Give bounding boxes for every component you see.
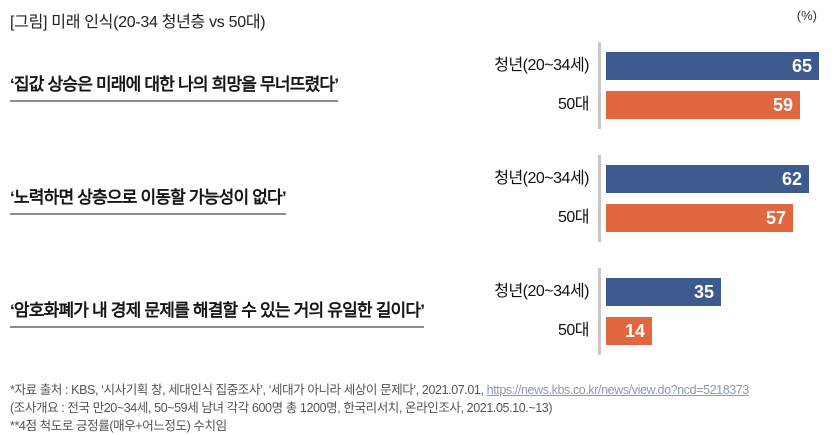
bar-group-crypto: ‘암호화폐가 내 경제 문제를 해결할 수 있는 거의 유일한 길이다’ 청년(…	[10, 268, 821, 355]
category-label-fifties: 50대	[557, 322, 590, 339]
category-label-fifties: 50대	[557, 96, 590, 113]
source-text: *자료 출처 : KBS, ‘시사기획 창, 세대인식 집중조사’, ‘세대가 …	[10, 383, 487, 397]
bar-value: 35	[693, 281, 714, 302]
bar-value: 65	[791, 55, 812, 76]
bar-group-housing: ‘집값 상승은 미래에 대한 나의 희망을 무너뜨렸다’ 청년(20~34세) …	[10, 42, 821, 129]
source-footer: *자료 출처 : KBS, ‘시사기획 창, 세대인식 집중조사’, ‘세대가 …	[10, 381, 821, 435]
category-label-youth: 청년(20~34세)	[494, 283, 589, 300]
chart-title: [그림] 미래 인식(20-34 청년층 vs 50대)	[10, 14, 266, 31]
bar-youth: 65	[606, 52, 819, 80]
source-line-3: **4점 척도로 긍정률(매우+어느정도) 수치임	[10, 419, 227, 433]
chart-header: [그림] 미래 인식(20-34 청년층 vs 50대) (%)	[10, 8, 821, 32]
source-line-2: (조사개요 : 전국 만20~34세, 50~59세 남녀 각각 600명 총 …	[10, 401, 553, 415]
category-label-fifties: 50대	[557, 209, 590, 226]
bar-value: 62	[781, 168, 802, 189]
bar-youth: 35	[606, 278, 721, 306]
bar-fifties: 57	[606, 204, 793, 232]
source-url-link[interactable]: https://news.kbs.co.kr/news/view.do?ncd=…	[486, 383, 750, 397]
source-line-1: *자료 출처 : KBS, ‘시사기획 창, 세대인식 집중조사’, ‘세대가 …	[10, 381, 821, 399]
bar-youth: 62	[606, 165, 809, 193]
bar-fifties: 59	[606, 91, 800, 119]
category-label-youth: 청년(20~34세)	[494, 170, 589, 187]
bar-group-mobility: ‘노력하면 상층으로 이동할 가능성이 없다’ 청년(20~34세) 50대 6…	[10, 155, 821, 242]
unit-label: (%)	[796, 8, 817, 23]
bar-value: 57	[765, 207, 786, 228]
axis-line: 62 57	[598, 155, 809, 242]
axis-line: 35 14	[598, 268, 721, 355]
category-label-youth: 청년(20~34세)	[494, 57, 589, 74]
bar-value: 59	[772, 94, 793, 115]
bar-fifties: 14	[606, 317, 652, 345]
axis-line: 65 59	[598, 42, 819, 129]
statement-text: ‘노력하면 상층으로 이동할 가능성이 없다’	[10, 183, 287, 215]
bar-value: 14	[624, 320, 645, 341]
statement-text: ‘집값 상승은 미래에 대한 나의 희망을 무너뜨렸다’	[10, 70, 339, 102]
statement-text: ‘암호화폐가 내 경제 문제를 해결할 수 있는 거의 유일한 길이다’	[10, 296, 425, 328]
